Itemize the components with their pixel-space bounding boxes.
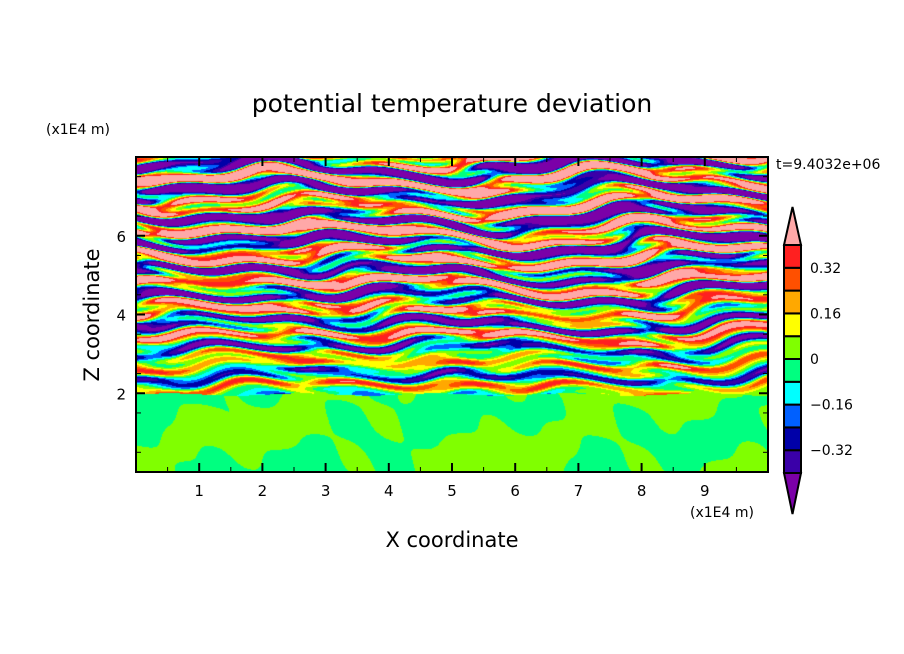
colorbar-label: −0.16 bbox=[810, 398, 853, 414]
x-tick-label: 5 bbox=[447, 482, 457, 500]
time-label: t=9.4032e+06 bbox=[776, 157, 880, 173]
colorbar-label: 0 bbox=[810, 352, 819, 368]
plot-frame bbox=[135, 156, 769, 473]
colorbar-lower-extension bbox=[782, 472, 803, 515]
colorbar-box bbox=[783, 358, 802, 383]
x-tick-label: 7 bbox=[574, 482, 584, 500]
colorbar-box bbox=[783, 403, 802, 429]
colorbar-label: 0.32 bbox=[810, 261, 841, 277]
x-tick-label: 3 bbox=[321, 482, 331, 500]
x-tick-label: 2 bbox=[258, 482, 268, 500]
x-axis-label: X coordinate bbox=[385, 528, 518, 552]
y-tick-label: 6 bbox=[116, 228, 126, 246]
chart-title: potential temperature deviation bbox=[252, 89, 652, 118]
y-axis-label: Z coordinate bbox=[80, 248, 104, 381]
colorbar-box bbox=[783, 312, 802, 338]
x-tick-label: 9 bbox=[700, 482, 710, 500]
colorbar-box bbox=[783, 449, 802, 475]
colorbar-box bbox=[783, 266, 802, 292]
colorbar-box bbox=[783, 244, 802, 269]
colorbar: 0.32 0.16 0 −0.16 −0.32 bbox=[782, 206, 853, 515]
colorbar-upper-extension bbox=[782, 206, 803, 246]
colorbar-label: 0.16 bbox=[810, 306, 841, 322]
x-tick-label: 1 bbox=[194, 482, 204, 500]
colorbar-box bbox=[783, 380, 802, 406]
x-tick-label: 4 bbox=[384, 482, 394, 500]
y-tick-label: 4 bbox=[116, 307, 126, 325]
contour-field bbox=[136, 157, 768, 472]
x-tick-label: 8 bbox=[637, 482, 647, 500]
y-tick-label: 2 bbox=[116, 385, 126, 403]
x-unit-label: (x1E4 m) bbox=[690, 505, 754, 521]
x-tick-label: 6 bbox=[510, 482, 520, 500]
colorbar-label: −0.32 bbox=[810, 443, 853, 459]
colorbar-box bbox=[783, 426, 802, 452]
y-unit-label: (x1E4 m) bbox=[46, 122, 110, 138]
colorbar-box bbox=[783, 335, 802, 361]
colorbar-box bbox=[783, 289, 802, 315]
